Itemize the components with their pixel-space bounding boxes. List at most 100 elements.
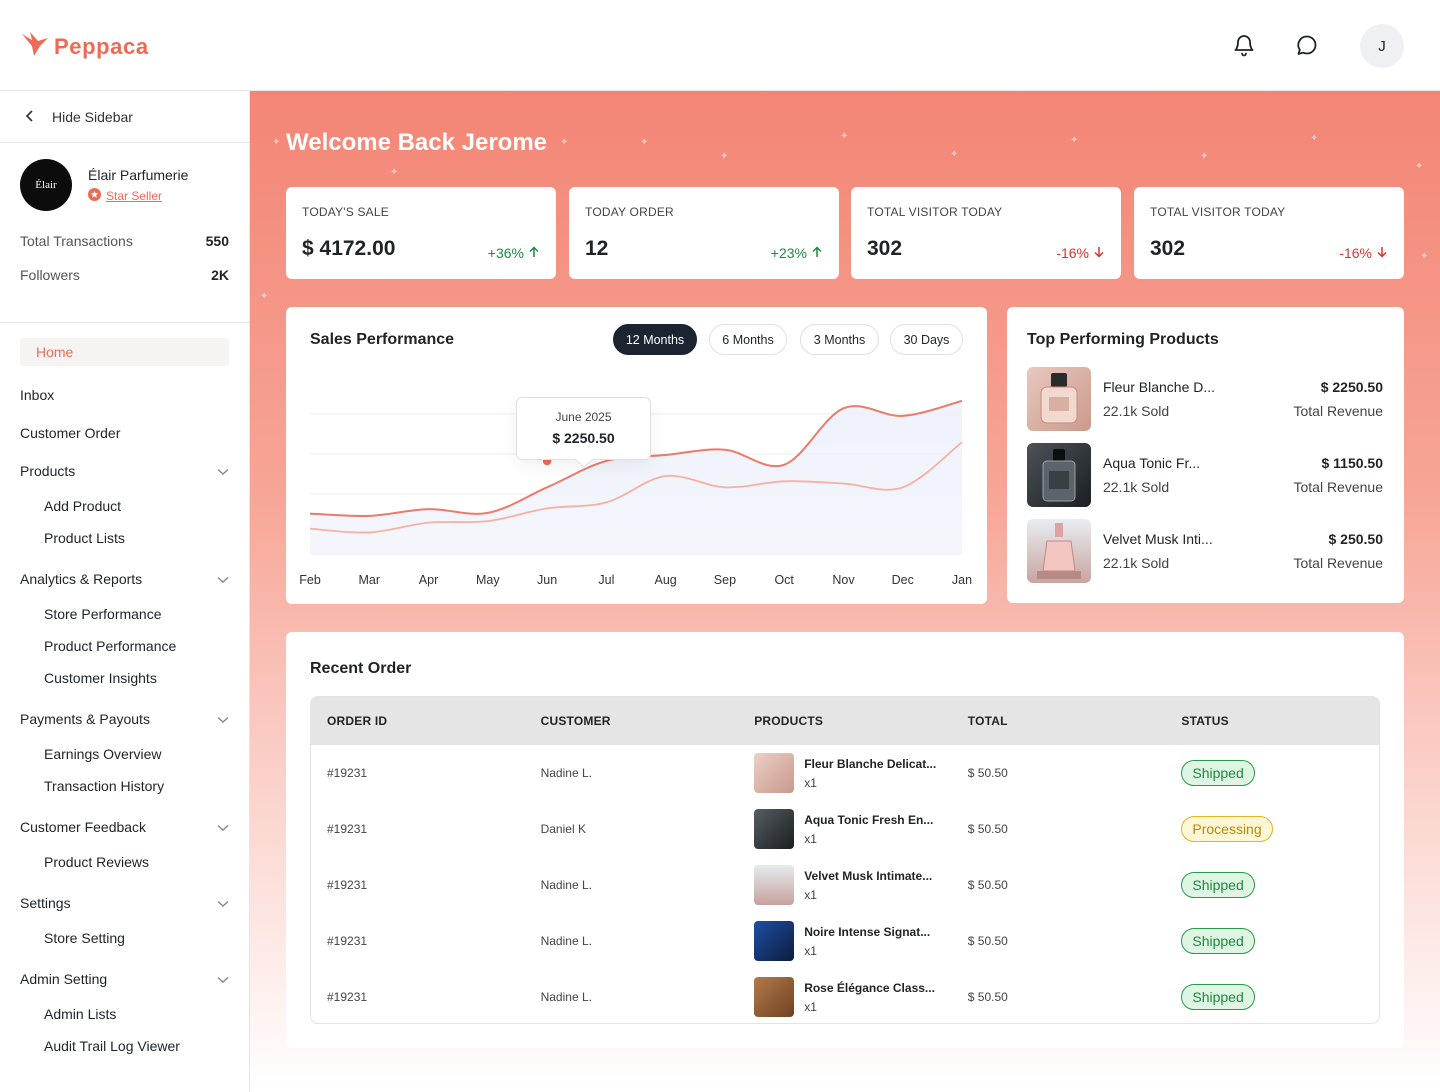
- sidebar-item-product-lists[interactable]: Product Lists: [44, 530, 125, 546]
- sidebar-item-label: Admin Setting: [20, 971, 108, 987]
- table-row[interactable]: #19231 Nadine L. Velvet Musk Intimate...…: [311, 857, 1379, 913]
- column-header[interactable]: CUSTOMER: [540, 714, 611, 728]
- sidebar-item-label: Payments & Payouts: [20, 711, 150, 727]
- sidebar-item-product-reviews[interactable]: Product Reviews: [44, 854, 150, 870]
- sidebar-item-payments[interactable]: Payments & Payouts: [20, 700, 229, 738]
- main-content: ✦ ✦ ✦ ✦ ✦ ✦ ✦ ✦ ✦ ✦ ✦ ✦ ✦ Welcome Back J…: [250, 91, 1440, 1092]
- sidebar-item-label: Analytics & Reports: [20, 571, 143, 587]
- sparkle-decoration: ✦: [1310, 133, 1319, 144]
- sidebar-item-earnings-overview[interactable]: Earnings Overview: [44, 746, 162, 762]
- top-product-revenue-label: Total Revenue: [1293, 555, 1383, 571]
- stat-total-transactions: Total Transactions 550: [20, 233, 229, 249]
- chevron-down-icon: [217, 711, 229, 727]
- stat-label: Followers: [20, 267, 80, 283]
- order-customer: Nadine L.: [540, 934, 592, 948]
- sidebar-item-settings[interactable]: Settings: [20, 884, 229, 922]
- sidebar-item-transaction-history[interactable]: Transaction History: [44, 778, 165, 794]
- sidebar-item-products[interactable]: Products: [20, 452, 229, 490]
- kpi-value: 12: [585, 237, 609, 260]
- order-total: $ 50.50: [967, 990, 1008, 1004]
- sidebar-item-analytics[interactable]: Analytics & Reports: [20, 560, 229, 598]
- table-row[interactable]: #19231 Daniel K Aqua Tonic Fresh En... x1…: [311, 801, 1379, 857]
- chat-icon[interactable]: [1292, 30, 1322, 60]
- order-product: Aqua Tonic Fresh En... x1: [738, 809, 952, 849]
- top-products-card: Top Performing Products Fleur Blanche D.…: [1007, 307, 1404, 603]
- sparkle-decoration: ✦: [1200, 151, 1209, 162]
- x-axis-tick-label: Mar: [358, 573, 381, 587]
- table-row[interactable]: #19231 Nadine L. Noire Intense Signat...…: [311, 913, 1379, 969]
- table-row[interactable]: #19231 Nadine L. Rose Élégance Class... x…: [311, 969, 1379, 1023]
- sidebar-item-admin-setting[interactable]: Admin Setting: [20, 960, 229, 998]
- product-quantity: x1: [804, 887, 817, 902]
- sidebar-item-store-performance[interactable]: Store Performance: [44, 606, 162, 622]
- kpi-change: +36%: [488, 245, 540, 261]
- brand-logo[interactable]: Peppaca: [20, 30, 149, 63]
- bell-icon[interactable]: [1229, 30, 1259, 60]
- recent-order-card: Recent Order ORDER ID CUSTOMER PRODUCTS …: [286, 632, 1404, 1048]
- range-12-months-button[interactable]: 12 Months: [613, 324, 697, 355]
- sidebar-item-inbox[interactable]: Inbox: [20, 387, 55, 403]
- order-id: #19231: [327, 934, 368, 948]
- chevron-down-icon: [217, 571, 229, 587]
- sparkle-decoration: ✦: [1415, 161, 1424, 172]
- order-customer: Nadine L.: [540, 766, 592, 780]
- range-30-days-button[interactable]: 30 Days: [890, 324, 963, 355]
- perfume-image: [1027, 519, 1091, 583]
- sidebar-item-customer-insights[interactable]: Customer Insights: [44, 670, 157, 686]
- x-axis-tick-label: Apr: [418, 573, 439, 587]
- sparkle-decoration: ✦: [260, 291, 269, 302]
- kpi-change-value: +23%: [770, 245, 807, 261]
- star-seller-badge[interactable]: Star Seller: [88, 187, 188, 204]
- kpi-change: -16%: [1339, 245, 1388, 261]
- sidebar-item-product-performance[interactable]: Product Performance: [44, 638, 177, 654]
- table-row[interactable]: #19231 Nadine L. Fleur Blanche Delicat..…: [311, 745, 1379, 801]
- product-name: Fleur Blanche Delicat...: [804, 756, 937, 771]
- sidebar-item-home[interactable]: Home: [20, 338, 229, 366]
- status-badge: Shipped: [1181, 760, 1255, 786]
- kpi-label: TODAY ORDER: [585, 205, 674, 219]
- arrow-up-icon: [528, 245, 540, 261]
- arrow-down-icon: [1093, 245, 1105, 261]
- column-header[interactable]: ORDER ID: [327, 714, 388, 728]
- sparkle-decoration: ✦: [840, 131, 849, 142]
- sidebar-item-customer-feedback[interactable]: Customer Feedback: [20, 808, 229, 846]
- sidebar-item-admin-lists[interactable]: Admin Lists: [44, 1006, 117, 1022]
- sidebar-item-label: Settings: [20, 895, 71, 911]
- column-header[interactable]: TOTAL: [967, 714, 1008, 728]
- top-product-sold: 22.1k Sold: [1103, 479, 1170, 495]
- top-product-item[interactable]: Fleur Blanche D... 22.1k Sold $ 2250.50 …: [1027, 367, 1383, 431]
- top-product-sold: 22.1k Sold: [1103, 403, 1170, 419]
- star-badge-icon: [88, 187, 101, 204]
- product-thumbnail: [754, 921, 795, 961]
- top-product-revenue: $ 250.50: [1328, 531, 1384, 547]
- stat-label: Total Transactions: [20, 233, 133, 249]
- kpi-label: TODAY'S SALE: [302, 205, 389, 219]
- top-product-name: Aqua Tonic Fr...: [1103, 455, 1201, 471]
- top-products-title: Top Performing Products: [1027, 331, 1219, 348]
- sparkle-decoration: ✦: [560, 137, 569, 148]
- column-header[interactable]: PRODUCTS: [754, 714, 824, 728]
- status-badge: Shipped: [1181, 872, 1255, 898]
- sidebar: Hide Sidebar Élair Élair Parfumerie Star…: [0, 91, 250, 1092]
- order-product: Fleur Blanche Delicat... x1: [738, 753, 952, 793]
- top-product-item[interactable]: Velvet Musk Inti... 22.1k Sold $ 250.50 …: [1027, 519, 1383, 583]
- kpi-card-visitor-today-2: TOTAL VISITOR TODAY 302 -16%: [1134, 187, 1404, 279]
- user-avatar[interactable]: J: [1360, 24, 1404, 68]
- sidebar-item-customer-order[interactable]: Customer Order: [20, 425, 121, 441]
- order-id: #19231: [327, 766, 368, 780]
- sidebar-item-audit-trail[interactable]: Audit Trail Log Viewer: [44, 1038, 180, 1054]
- range-3-months-button[interactable]: 3 Months: [800, 324, 879, 355]
- range-6-months-button[interactable]: 6 Months: [709, 324, 787, 355]
- sidebar-item-add-product[interactable]: Add Product: [44, 498, 122, 514]
- sidebar-item-store-setting[interactable]: Store Setting: [44, 930, 125, 946]
- kpi-value: 302: [867, 237, 903, 260]
- product-thumbnail: [754, 809, 795, 849]
- top-product-item[interactable]: Aqua Tonic Fr... 22.1k Sold $ 1150.50 To…: [1027, 443, 1383, 507]
- order-customer: Nadine L.: [540, 878, 592, 892]
- x-axis-tick-label: Jun: [537, 573, 558, 587]
- x-axis-tick-label: Nov: [832, 573, 855, 587]
- hide-sidebar-button[interactable]: Hide Sidebar: [0, 91, 249, 143]
- sales-performance-card: Sales Performance 12 Months 6 Months 3 M…: [286, 307, 987, 604]
- column-header[interactable]: STATUS: [1181, 714, 1229, 728]
- x-axis-tick-label: Jul: [598, 573, 615, 587]
